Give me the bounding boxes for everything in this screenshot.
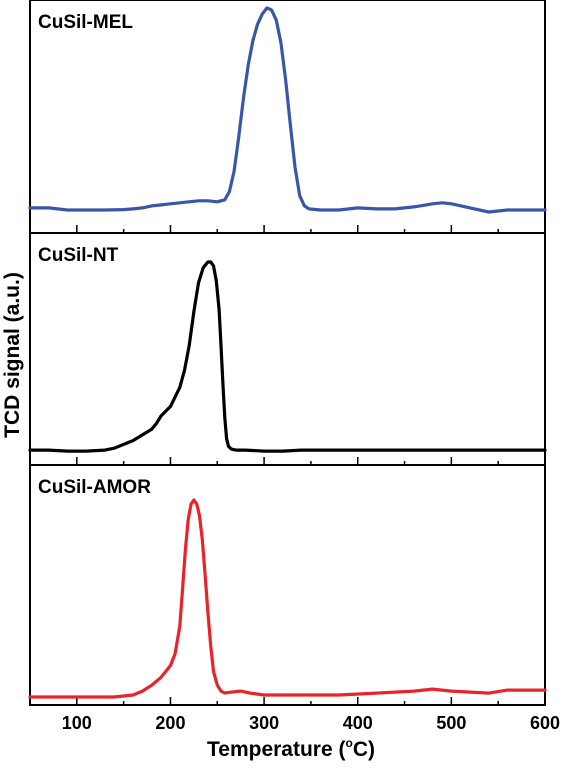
x-axis-ticks: 100 200 300 400 500 600 [29,225,560,733]
x-axis-label-unit: C) [353,738,375,761]
series-line-cusil-mel [28,6,547,214]
x-tick-label: 500 [436,713,466,733]
panel-label: CuSil-MEL [38,12,133,33]
series-line-cusil-amor [28,498,547,699]
x-axis-label-main: Temperature ( [207,738,345,761]
x-tick-label: 100 [62,713,92,733]
series-line-cusil-nt [28,260,547,453]
panel-frames [29,0,546,706]
panel-label: CuSil-NT [38,245,119,266]
panel-labels: CuSil-MEL CuSil-NT CuSil-AMOR [38,12,151,498]
y-axis-label: TCD signal (a.u.) [1,272,24,438]
panel-frame [29,232,546,466]
x-tick-label: 200 [155,713,185,733]
x-axis-label: Temperature (oC) [207,736,375,761]
series-lines [28,6,547,699]
x-tick-label: 600 [530,713,560,733]
panel-label: CuSil-AMOR [38,477,151,498]
x-axis-label-degree: o [345,736,352,750]
x-tick-label: 300 [249,713,279,733]
x-tick-label: 400 [343,713,373,733]
panel-frame [29,0,546,234]
panel-frame [29,464,546,706]
